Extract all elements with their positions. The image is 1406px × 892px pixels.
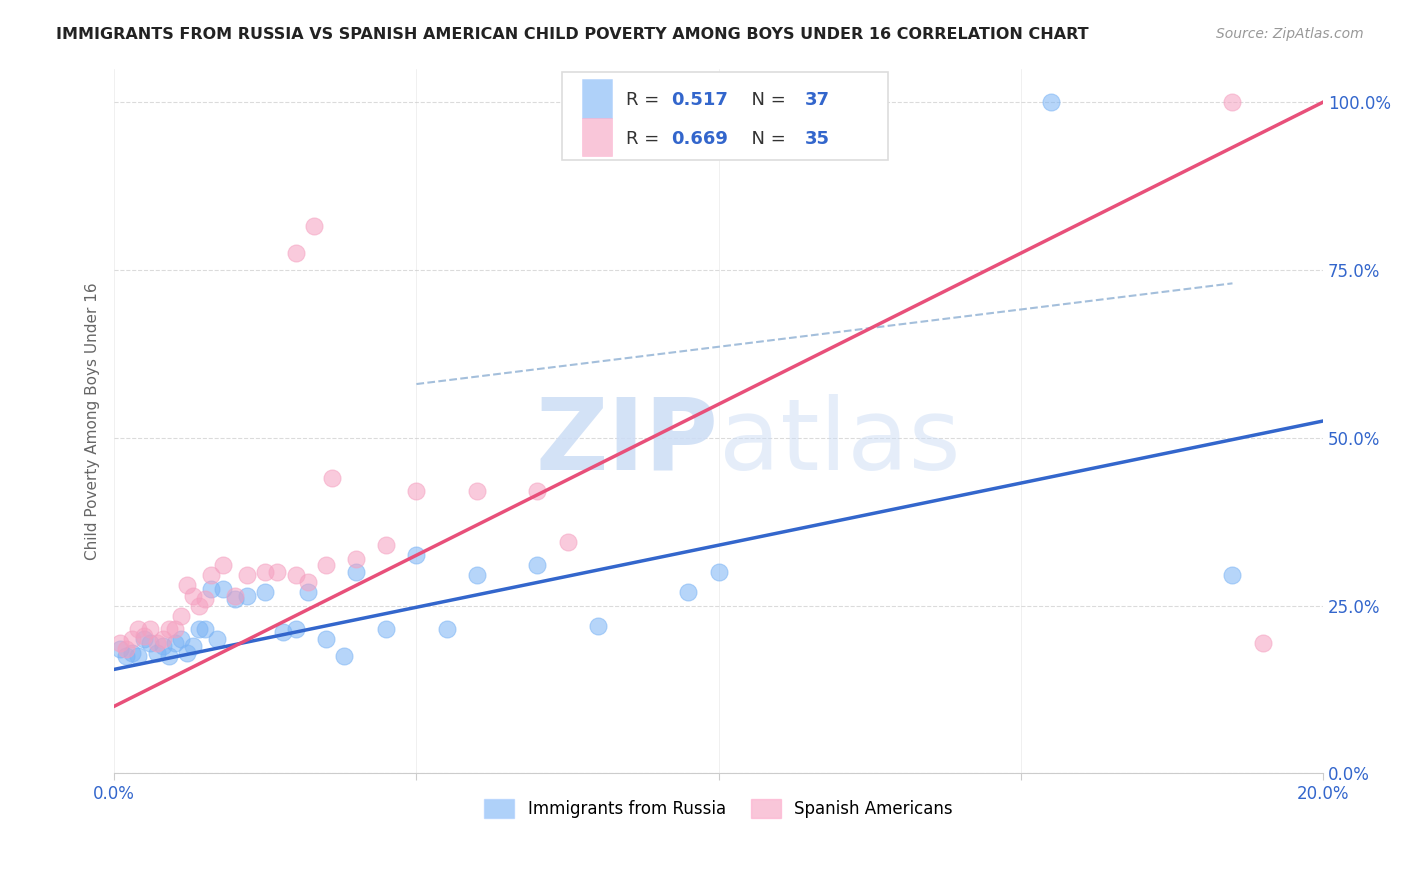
Point [127,648,149,663]
Point [1222,568,1244,582]
Point [139,635,162,649]
Point [254,585,277,599]
Text: N =: N = [741,130,792,148]
Point [134,632,156,647]
Point [405,484,427,499]
Text: R =: R = [626,130,665,148]
Point [1222,95,1244,109]
Point [163,622,186,636]
Text: R =: R = [626,91,665,109]
FancyBboxPatch shape [582,118,612,156]
Point [1040,95,1063,109]
Point [266,565,288,579]
Point [321,471,343,485]
Point [344,551,367,566]
Point [187,599,209,613]
Point [224,591,246,606]
Point [333,648,356,663]
Point [284,622,307,636]
Text: atlas: atlas [718,393,960,491]
Point [110,642,132,657]
Point [187,622,209,636]
Point [152,639,174,653]
Point [145,635,167,649]
Point [236,568,259,582]
Point [115,648,138,663]
Point [212,558,235,573]
FancyBboxPatch shape [561,72,889,161]
Point [297,575,319,590]
Point [121,632,143,647]
Point [212,582,235,596]
Point [436,622,458,636]
Point [224,589,246,603]
Point [707,565,730,579]
Point [678,585,700,599]
Point [375,622,398,636]
Point [115,642,138,657]
Point [1251,635,1274,649]
Point [405,548,427,562]
Point [194,591,217,606]
Point [170,632,193,647]
Point [181,639,204,653]
Point [134,629,156,643]
Point [465,484,488,499]
Point [297,585,319,599]
FancyBboxPatch shape [582,78,612,118]
Point [176,578,198,592]
Y-axis label: Child Poverty Among Boys Under 16: Child Poverty Among Boys Under 16 [86,282,100,560]
Point [181,589,204,603]
Point [127,622,149,636]
Point [526,484,548,499]
Point [344,565,367,579]
Point [254,565,277,579]
Point [200,582,222,596]
Point [465,568,488,582]
Text: 0.517: 0.517 [672,91,728,109]
Point [586,618,609,632]
Text: N =: N = [741,91,792,109]
Point [157,622,180,636]
Text: 37: 37 [804,91,830,109]
Text: Source: ZipAtlas.com: Source: ZipAtlas.com [1216,27,1364,41]
Point [194,622,217,636]
Text: 0.669: 0.669 [672,130,728,148]
Point [152,632,174,647]
Point [315,558,337,573]
Legend: Immigrants from Russia, Spanish Americans: Immigrants from Russia, Spanish American… [478,792,959,825]
Text: IMMIGRANTS FROM RUSSIA VS SPANISH AMERICAN CHILD POVERTY AMONG BOYS UNDER 16 COR: IMMIGRANTS FROM RUSSIA VS SPANISH AMERIC… [56,27,1088,42]
Point [557,534,579,549]
Point [315,632,337,647]
Point [273,625,295,640]
Point [375,538,398,552]
Point [284,568,307,582]
Point [170,608,193,623]
Point [284,246,307,260]
Point [145,646,167,660]
Point [110,635,132,649]
Point [121,646,143,660]
Text: 35: 35 [804,130,830,148]
Point [200,568,222,582]
Point [157,648,180,663]
Point [176,646,198,660]
Point [163,635,186,649]
Point [139,622,162,636]
Point [205,632,228,647]
Point [302,219,325,234]
Point [236,589,259,603]
Point [526,558,548,573]
Text: ZIP: ZIP [536,393,718,491]
